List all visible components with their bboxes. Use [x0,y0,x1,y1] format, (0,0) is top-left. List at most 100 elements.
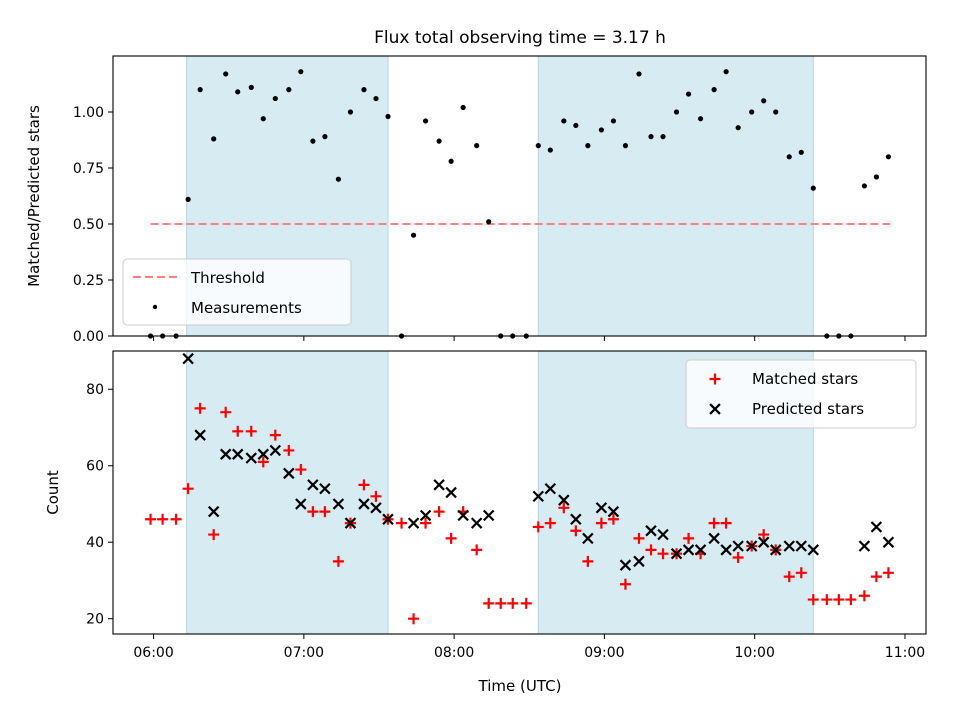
predicted-star-point [232,448,244,460]
measurement-point [573,122,579,129]
predicted-star-point [419,509,432,522]
y-tick-label: 0.25 [73,273,104,289]
measurement-point [711,87,717,93]
x-tick-label: 11:00 [885,645,925,661]
predicted-star-point [194,429,206,441]
predicted-star-point [445,486,457,499]
x-tick-label: 10:00 [735,645,775,661]
predicted-star-point [732,540,744,552]
x-tick-label: 08:00 [434,645,474,661]
measurement-point [648,134,654,140]
y-tick-label: 40 [86,535,104,551]
legend-predicted-swatch [709,403,721,415]
measurement-point [622,143,629,149]
predicted-star-point [757,536,770,548]
predicted-star-point [558,494,570,506]
legend-measurements-label: Measurements [191,299,302,317]
predicted-star-point [433,479,445,491]
predicted-star-point [645,525,657,537]
measurement-point [260,116,266,122]
measurement-point [697,116,704,122]
predicted-star-point [407,517,420,529]
predicted-star-point [344,517,357,529]
matched-star-point [732,552,744,564]
measurement-point [798,149,804,155]
measurement-point [810,185,816,191]
measurement-point [460,104,466,111]
legend-box [122,258,352,326]
measurement-point [761,98,767,104]
shaded-interval-2 [537,56,814,336]
measurement-point [610,118,617,124]
measurement-point [361,87,367,93]
matched-star-point [833,594,845,606]
matched-star-point [257,456,269,468]
predicted-star-point [619,559,632,571]
measurement-point [322,134,328,140]
matched-star-point [595,517,607,529]
measurement-point [786,154,792,160]
legend-predicted-label: Predicted stars [752,400,864,418]
matched-star-point [619,578,631,590]
matched-star-point [408,613,420,625]
shaded-interval-1 [186,351,389,634]
matched-star-point [858,590,870,602]
predicted-star-point [769,544,782,556]
legend-matched-swatch [709,373,721,385]
measurement-point [410,232,417,238]
measurement-point [547,147,553,153]
predicted-star-point [207,505,220,518]
measurement-point [873,174,880,180]
measurement-point [223,71,229,77]
measurement-point [486,219,492,225]
x-tick-label: 09:00 [584,645,624,661]
matched-star-point [582,555,594,567]
y-tick-label: 60 [86,459,104,475]
predicted-star-point [870,521,883,533]
predicted-star-point [257,448,270,460]
predicted-star-point [457,509,469,522]
legend-matched-label: Matched stars [752,370,858,388]
measurement-point [185,196,191,202]
measurement-point [561,118,567,124]
top-y-axis-label: Matched/Predicted stars [25,105,43,287]
matched-star-point [720,517,732,529]
measurement-point [197,87,203,93]
predicted-star-point [694,544,707,556]
matched-star-point [220,406,232,418]
predicted-star-point [182,352,194,365]
measurement-point [272,95,278,102]
measurement-point [535,143,541,149]
predicted-star-point [470,517,483,529]
bottom-y-axis-label: Count [44,470,62,515]
measurement-point [448,158,454,164]
measurement-point [422,118,429,124]
measurement-point [347,109,354,115]
measurement-point [310,138,316,144]
predicted-star-point [570,513,582,525]
matched-star-point [283,444,295,456]
matched-star-point [483,597,495,609]
measurement-point [673,109,680,115]
matched-star-point [882,567,894,579]
predicted-star-point [319,482,331,495]
predicted-star-point [795,540,807,552]
matched-star-point [194,402,206,414]
measurement-point [335,176,342,182]
y-tick-label: 0.00 [73,329,104,345]
matched-star-point [157,513,169,525]
predicted-star-point [283,467,295,480]
matched-star-point [683,532,695,544]
matched-star-point [433,506,445,518]
predicted-star-point [532,490,545,503]
predicted-star-point [708,532,720,545]
top-panel: 0.00 0.25 0.50 0.75 1.00 Matched/Predicted st… [25,55,927,345]
top-axes-frame [112,55,927,337]
measurement-point [585,143,591,149]
predicted-star-point [607,505,620,518]
measurement-point [298,69,304,75]
matched-star-point [558,502,570,514]
predicted-star-point [382,513,394,525]
measurement-point [286,87,292,93]
predicted-star-point [783,540,795,552]
